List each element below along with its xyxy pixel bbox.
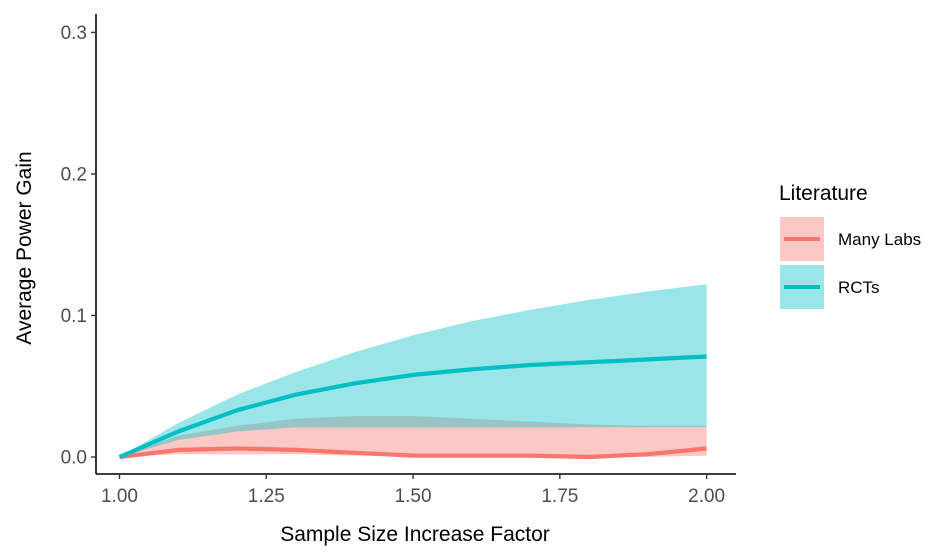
legend-label-rcts: RCTs <box>838 278 880 297</box>
legend-title: Literature <box>779 182 868 205</box>
band-rcts <box>119 284 707 457</box>
y-tick-label: 0.1 <box>61 306 87 327</box>
band-many-labs <box>119 416 707 457</box>
y-tick-label: 0.2 <box>61 164 87 185</box>
legend: Literature Many Labs RCTs <box>779 182 921 309</box>
legend-label-many-labs: Many Labs <box>838 230 921 249</box>
confidence-bands <box>119 284 707 457</box>
x-axis-title: Sample Size Increase Factor <box>280 523 550 546</box>
x-tick-label: 1.75 <box>541 486 578 507</box>
x-tick-label: 1.25 <box>248 486 285 507</box>
x-axis-ticks: 1.00 1.25 1.50 1.75 2.00 <box>101 474 725 507</box>
series-lines <box>118 354 707 460</box>
line-rcts <box>118 354 707 459</box>
x-tick-label: 1.00 <box>101 486 138 507</box>
x-tick-label: 1.50 <box>395 486 432 507</box>
y-axis-ticks: 0.0 0.1 0.2 0.3 <box>61 23 96 469</box>
y-tick-label: 0.0 <box>61 448 87 469</box>
x-tick-label: 2.00 <box>688 486 725 507</box>
line-many-labs <box>119 446 707 460</box>
y-tick-label: 0.3 <box>61 23 87 44</box>
y-axis-title: Average Power Gain <box>13 151 36 344</box>
